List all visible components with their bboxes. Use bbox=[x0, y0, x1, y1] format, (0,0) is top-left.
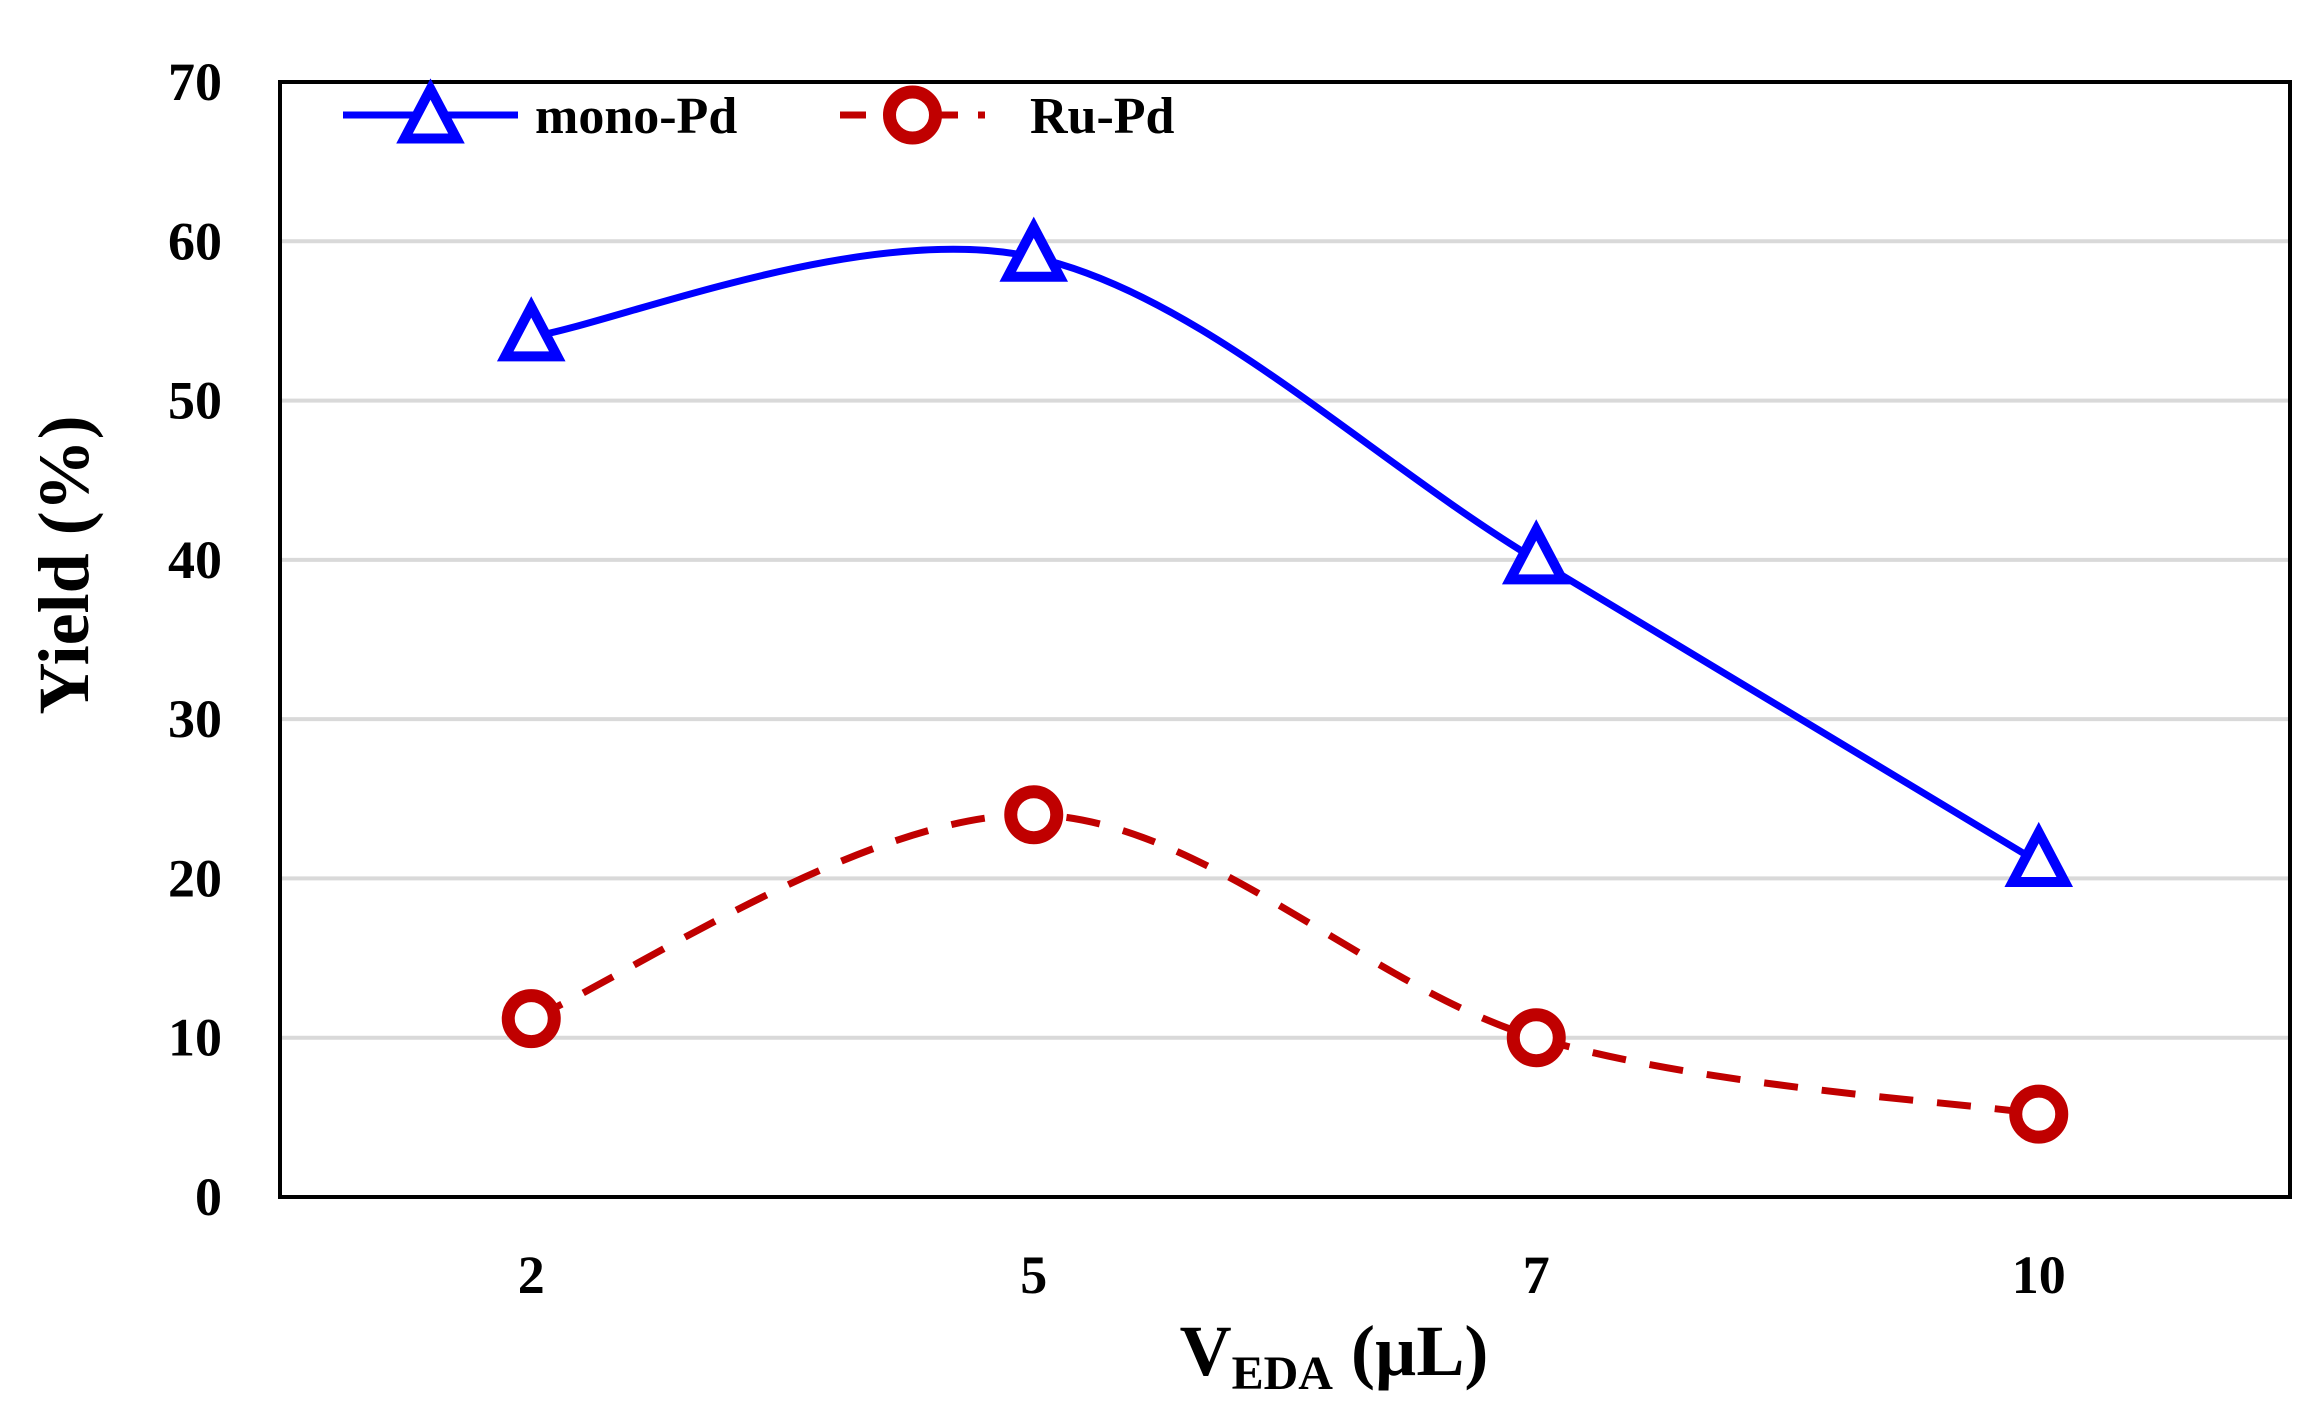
legend-marker-ru-pd bbox=[883, 85, 942, 145]
series-line-mono-pd bbox=[530, 245, 2041, 866]
series-mono-pd bbox=[496, 216, 2074, 887]
series-line-ru-pd bbox=[529, 811, 2040, 1118]
y-tick-label: 20 bbox=[168, 848, 222, 908]
x-axis-title-main: V bbox=[1180, 1311, 1232, 1391]
plot-area-frame bbox=[278, 80, 2292, 1199]
y-tick-label: 70 bbox=[168, 52, 222, 112]
x-axis-title-unit: (µL) bbox=[1333, 1311, 1488, 1391]
data-point-ru-pd bbox=[501, 989, 561, 1049]
y-axis-title: Yield (%) bbox=[24, 415, 104, 714]
y-tick-label: 60 bbox=[168, 211, 222, 271]
data-point-mono-pd bbox=[1501, 519, 1571, 585]
y-tick-label: 50 bbox=[168, 371, 222, 431]
legend-item-ru-pd: Ru-Pd bbox=[840, 85, 1175, 145]
data-point-mono-pd bbox=[2004, 821, 2074, 887]
y-tick-label: 30 bbox=[168, 689, 222, 749]
legend-item-mono-pd: mono-Pd bbox=[343, 78, 737, 145]
y-tick-label: 0 bbox=[195, 1167, 222, 1227]
y-axis-tick-labels: 0 10 20 30 40 50 60 70 bbox=[168, 52, 222, 1227]
data-point-ru-pd bbox=[1506, 1008, 1566, 1068]
legend: mono-Pd Ru-Pd bbox=[343, 78, 1175, 145]
y-tick-label: 40 bbox=[168, 530, 222, 590]
y-tick-label: 10 bbox=[168, 1008, 222, 1068]
legend-marker-mono-pd bbox=[396, 78, 465, 144]
data-point-ru-pd bbox=[1004, 785, 1064, 845]
x-axis-title-subscript: EDA bbox=[1232, 1347, 1334, 1400]
x-tick-label: 10 bbox=[2012, 1245, 2066, 1305]
x-axis-title: VEDA (µL) bbox=[1180, 1311, 1489, 1400]
series-layer bbox=[496, 216, 2074, 1144]
x-tick-label: 2 bbox=[518, 1245, 545, 1305]
data-point-ru-pd bbox=[2009, 1084, 2069, 1144]
legend-label-mono-pd: mono-Pd bbox=[535, 88, 737, 145]
x-axis-tick-labels: 2 5 7 10 bbox=[518, 1245, 2066, 1305]
x-tick-label: 7 bbox=[1523, 1245, 1550, 1305]
gridlines bbox=[280, 239, 2290, 1040]
data-point-mono-pd bbox=[999, 216, 1069, 282]
series-ru-pd bbox=[501, 785, 2069, 1144]
legend-label-ru-pd: Ru-Pd bbox=[1030, 88, 1175, 145]
x-tick-label: 5 bbox=[1020, 1245, 1047, 1305]
data-point-mono-pd bbox=[496, 296, 566, 362]
